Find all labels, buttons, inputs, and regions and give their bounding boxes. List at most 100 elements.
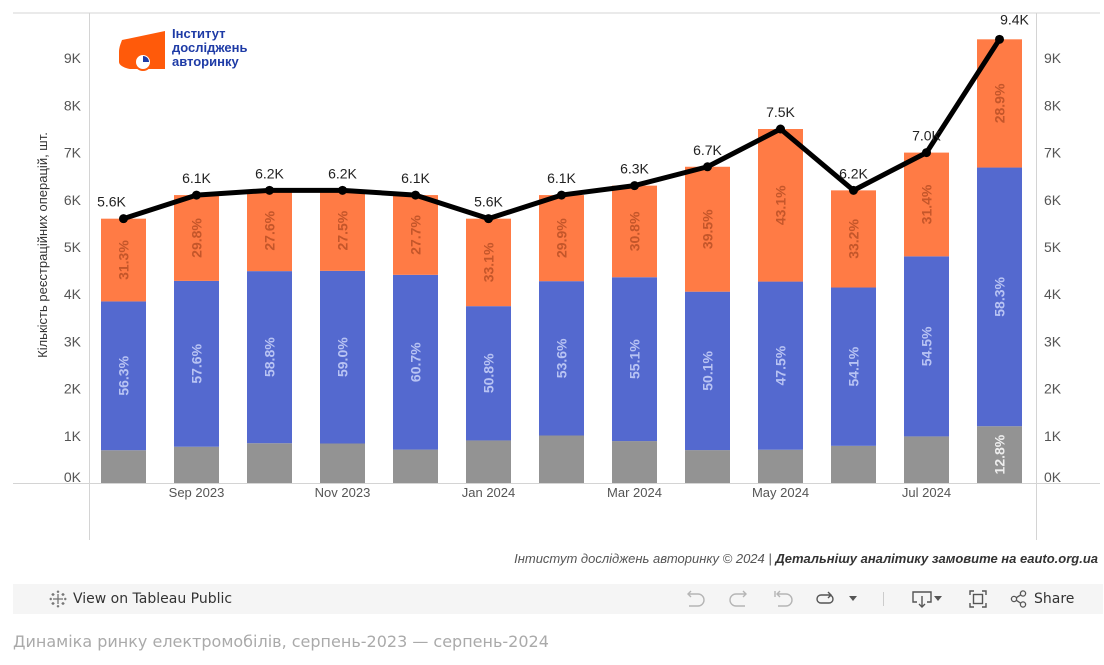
revert-icon[interactable] — [771, 589, 795, 609]
y-tick-left: 5K — [64, 239, 82, 255]
refresh-dropdown-icon[interactable] — [845, 589, 861, 609]
total-line-point — [265, 185, 274, 195]
share-label: Share — [1034, 591, 1075, 607]
segment-label-orange: 43.1% — [773, 185, 789, 225]
y-tick-left: 6K — [64, 192, 82, 208]
bar-segment-orange — [612, 185, 657, 278]
bar-segment-blue — [247, 271, 292, 444]
fullscreen-icon[interactable] — [967, 589, 989, 609]
x-axis: Sep 2023 Nov 2023 Jan 2024 Mar 2024 May 2024… — [169, 485, 951, 500]
segment-labels: 56.3% 31.3% 57.6% 29.8% 58.8% 27.6% 59.0% 27.5%… — [116, 83, 1008, 474]
x-tick: Mar 2024 — [607, 485, 662, 500]
total-label: 6.7K — [693, 142, 722, 158]
segment-label-blue: 50.1% — [700, 350, 716, 390]
segment-label-blue: 60.7% — [408, 342, 424, 382]
bar-segment-orange — [685, 166, 730, 292]
logo-car-shape — [119, 31, 165, 69]
y-tick-left: 2K — [64, 381, 82, 397]
total-label: 7.5K — [766, 104, 795, 120]
credit-link[interactable]: Детальнішу аналітику замовите на eauto.o… — [775, 551, 1098, 566]
refresh-icon[interactable] — [813, 589, 837, 609]
total-label: 6.1K — [182, 170, 211, 186]
total-label: 6.2K — [839, 165, 868, 181]
logo-pie-icon — [143, 56, 149, 62]
redo-icon[interactable] — [727, 589, 751, 609]
bar-segment-gray — [977, 426, 1022, 483]
bar-segment-blue — [758, 281, 803, 450]
total-line-point — [703, 162, 712, 172]
total-line-point — [557, 190, 566, 200]
total-line-point — [776, 124, 785, 134]
y-tick-left: 9K — [64, 50, 82, 66]
credit-line: Інтистут досліджень авторинку © 2024 | Д… — [514, 551, 1098, 566]
logo-line-2: досліджень — [172, 40, 248, 55]
view-on-tableau-label: View on Tableau Public — [73, 591, 233, 607]
y-tick-left: 8K — [64, 97, 82, 113]
bar-segment-blue — [174, 280, 219, 447]
segment-label-gray: 12.8% — [992, 434, 1008, 474]
bar-segment-orange — [758, 129, 803, 282]
bar-segment-orange — [101, 218, 146, 302]
segment-label-blue: 58.3% — [992, 276, 1008, 316]
stacked-bar-chart: 0K 1K 2K 3K 4K 5K 6K 7K 8K 9K 0K 1K 2K 3K 4K 5K 6K 7K 8K 9… — [13, 11, 1100, 540]
y-tick-left: 4K — [64, 286, 82, 302]
share-button[interactable]: Share — [1010, 584, 1074, 614]
bar-segment-gray — [831, 445, 876, 483]
total-line-point — [484, 214, 493, 224]
tableau-toolbar: View on Tableau Public Share — [13, 584, 1103, 614]
segment-label-blue: 58.8% — [262, 337, 278, 377]
x-tick: Jan 2024 — [462, 485, 516, 500]
total-label: 5.6K — [474, 194, 503, 210]
y-tick-right: 0K — [1044, 469, 1062, 485]
bar-segment-gray — [393, 449, 438, 483]
segment-label-orange: 29.9% — [554, 218, 570, 258]
total-line — [119, 34, 1004, 224]
segment-label-blue: 56.3% — [116, 355, 132, 395]
viz-caption: Динаміка ринку електромобілів, серпень-2… — [13, 632, 549, 651]
x-tick: May 2024 — [752, 485, 809, 500]
segment-label-blue: 50.8% — [481, 353, 497, 393]
credit-text: Інтистут досліджень авторинку © 2024 | — [514, 551, 776, 566]
total-label: 6.1K — [547, 170, 576, 186]
bar-segment-blue — [831, 287, 876, 446]
y-tick-right: 7K — [1044, 145, 1062, 161]
x-tick: Sep 2023 — [169, 485, 225, 500]
segment-label-blue: 54.5% — [919, 326, 935, 366]
bar-segment-orange — [320, 190, 365, 271]
total-line-point — [338, 185, 347, 195]
segment-label-orange: 27.5% — [335, 210, 351, 250]
y-tick-right: 5K — [1044, 239, 1062, 255]
bar-segment-gray — [101, 450, 146, 483]
y-tick-right: 2K — [1044, 381, 1062, 397]
bar-segment-blue — [685, 291, 730, 451]
total-line-point — [995, 34, 1004, 44]
tableau-logo-icon — [49, 590, 67, 608]
bar-segment-gray — [685, 450, 730, 483]
undo-icon[interactable] — [683, 589, 707, 609]
bar-segment-gray — [466, 440, 511, 483]
total-label: 7.0K — [912, 128, 941, 144]
y-tick-right: 6K — [1044, 192, 1062, 208]
view-on-tableau-button[interactable]: View on Tableau Public — [49, 584, 232, 614]
segment-label-orange: 39.5% — [700, 209, 716, 249]
total-line-point — [849, 185, 858, 195]
bar-segment-gray — [320, 443, 365, 483]
total-labels: 5.6K 6.1K 6.2K 6.2K 6.1K 5.6K 6.1K 6.3K 6.7K 7.5K… — [97, 11, 1029, 209]
y-axis-right: 0K 1K 2K 3K 4K 5K 6K 7K 8K 9K — [1044, 50, 1062, 485]
download-icon[interactable] — [909, 589, 945, 609]
segment-label-blue: 55.1% — [627, 339, 643, 379]
segment-label-blue: 59.0% — [335, 337, 351, 377]
y-tick-right: 1K — [1044, 428, 1062, 444]
bar-segment-gray — [539, 435, 584, 483]
logo-text: Інститут досліджень авторинку — [172, 27, 248, 69]
segment-label-orange: 27.7% — [408, 215, 424, 255]
bar-segment-gray — [174, 446, 219, 483]
x-tick: Nov 2023 — [315, 485, 371, 500]
total-label: 5.6K — [97, 194, 126, 210]
bar-segment-gray — [612, 441, 657, 483]
y-tick-right: 9K — [1044, 50, 1062, 66]
y-tick-right: 3K — [1044, 333, 1062, 349]
bar-segment-gray — [904, 436, 949, 483]
y-axis-left: 0K 1K 2K 3K 4K 5K 6K 7K 8K 9K — [64, 50, 82, 485]
total-line-point — [411, 190, 420, 200]
